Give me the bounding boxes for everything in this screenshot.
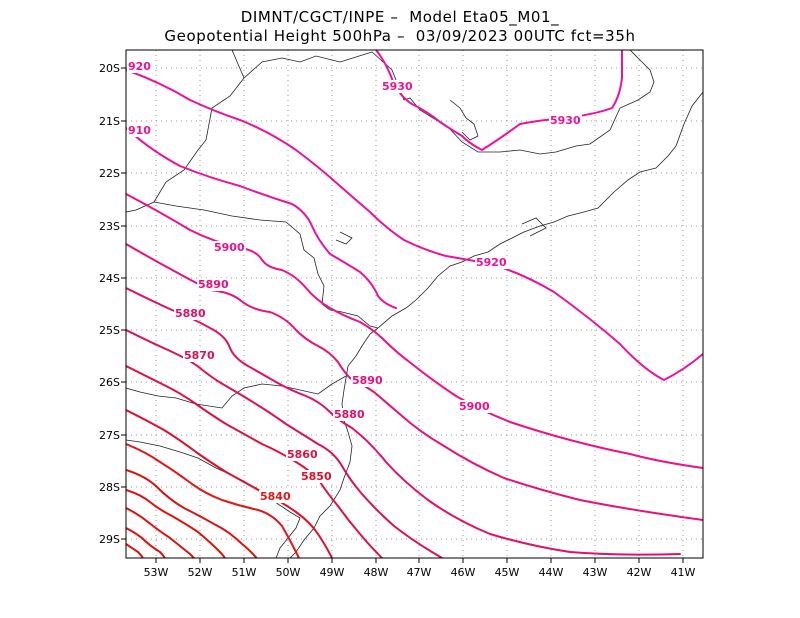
plot-frame	[126, 50, 703, 558]
lat-tick-label: 29S	[99, 533, 120, 546]
contour-label: 910	[128, 124, 151, 137]
contour-label: 5890	[352, 374, 383, 387]
lon-tick-label: 47W	[407, 566, 432, 579]
contour-5850	[126, 410, 332, 558]
lat-tick-label: 21S	[99, 115, 120, 128]
lat-tick-label: 26S	[99, 376, 120, 389]
contour-label: 5900	[459, 400, 490, 413]
lat-tick-label: 24S	[99, 272, 120, 285]
lat-tick-label: 25S	[99, 324, 120, 337]
lon-tick-label: 51W	[232, 566, 257, 579]
coast-detail	[336, 232, 352, 244]
lon-tick-label: 44W	[539, 566, 564, 579]
contour-label: 5880	[334, 408, 365, 421]
lat-tick-label: 22S	[99, 167, 120, 180]
lat-tick-label: 27S	[99, 429, 120, 442]
contour-5820	[126, 490, 226, 560]
contour-label: 5850	[301, 470, 332, 483]
coast-sp-rj	[378, 92, 703, 328]
contour-5870	[126, 330, 452, 564]
contour-5880	[126, 288, 680, 555]
lon-tick-label: 43W	[583, 566, 608, 579]
lon-tick-label: 53W	[144, 566, 169, 579]
contour-label: 5900	[214, 241, 245, 254]
lon-tick-label: 41W	[671, 566, 696, 579]
border-mg-sp	[372, 50, 654, 154]
lon-tick-label: 50W	[276, 566, 301, 579]
lon-tick-label: 46W	[451, 566, 476, 579]
contour-5930	[376, 50, 622, 150]
coast-pr-sc	[290, 328, 378, 558]
contour-label: 5890	[198, 278, 229, 291]
lon-tick-label: 45W	[495, 566, 520, 579]
contour-5800	[126, 528, 166, 560]
lon-tick-label: 48W	[364, 566, 389, 579]
contour-label: 5870	[184, 349, 215, 362]
contour-5910	[126, 128, 396, 308]
lat-tick-label: 23S	[99, 220, 120, 233]
contour-label: 5930	[382, 80, 413, 93]
contour-label: 5880	[175, 307, 206, 320]
contour-label: 5840	[260, 490, 291, 503]
grid	[126, 50, 703, 558]
contour-label: 5920	[476, 256, 507, 269]
latitude-labels: 20S 21S 22S 23S 24S 25S 26S 27S 28S 29S	[99, 62, 120, 546]
political-boundaries	[126, 50, 703, 558]
border-ms-goias	[232, 50, 372, 78]
lat-tick-label: 28S	[99, 481, 120, 494]
lon-tick-label: 42W	[627, 566, 652, 579]
contour-label: 5930	[550, 114, 581, 127]
lat-tick-label: 20S	[99, 62, 120, 75]
contour-label: 920	[128, 60, 151, 73]
coast-detail-3	[522, 218, 546, 236]
longitude-labels: 53W 52W 51W 50W 49W 48W 47W 46W 45W 44W …	[144, 566, 696, 579]
contour-label: 5860	[287, 448, 318, 461]
lon-tick-label: 49W	[320, 566, 345, 579]
lon-tick-label: 52W	[188, 566, 213, 579]
